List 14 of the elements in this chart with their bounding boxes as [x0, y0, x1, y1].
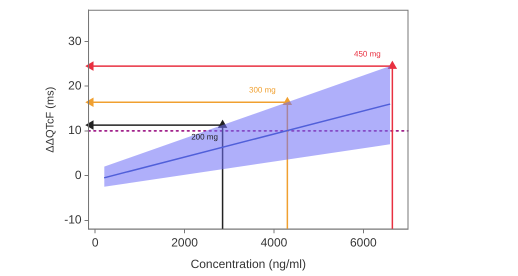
- y-tick-label: 10: [68, 123, 82, 138]
- x-tick-label: 0: [92, 236, 99, 250]
- y-tick-label: -10: [64, 212, 82, 227]
- x-tick-label: 6000: [350, 236, 377, 250]
- y-tick-label: 30: [68, 34, 82, 48]
- annotation: 300 mg: [249, 85, 276, 94]
- annotation: 450 mg: [354, 49, 381, 58]
- annotation: 200 mg: [191, 132, 218, 142]
- x-tick-label: 2000: [171, 236, 198, 250]
- y-tick-label: 0: [74, 168, 82, 182]
- y-tick-label: 20: [68, 78, 82, 92]
- x-axis-title: Concentration (ng/ml): [190, 257, 306, 272]
- x-tick-label: 4000: [260, 236, 288, 250]
- y-axis-title: ΔΔQTcF (ms): [44, 86, 57, 153]
